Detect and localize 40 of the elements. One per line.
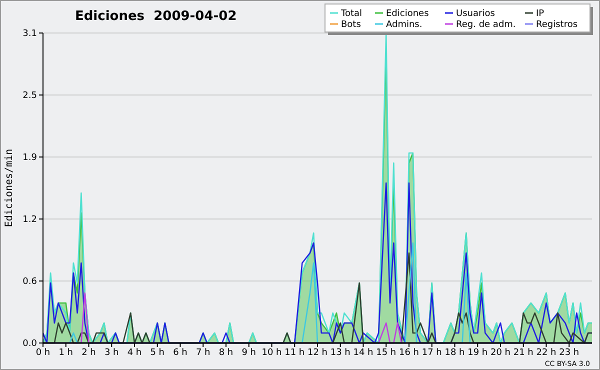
x-tick-label: 0 h xyxy=(36,348,50,358)
legend-label: Admins. xyxy=(386,20,422,30)
x-tick-label: 1 h xyxy=(58,348,74,358)
x-tick-label: 19 h xyxy=(468,348,488,358)
y-tick-label: 3.1 xyxy=(22,29,37,40)
legend-label: IP xyxy=(536,9,545,20)
y-tick-label: 1.9 xyxy=(22,153,38,164)
x-tick-label: 4 h xyxy=(127,348,142,358)
x-tick-label: 23 h xyxy=(559,348,580,358)
legend-label: Bots xyxy=(341,20,362,30)
legend-label: Total xyxy=(340,9,362,20)
legend-label: Reg. de adm. xyxy=(456,20,516,30)
x-tick-label: 22 h xyxy=(536,348,556,358)
legend-label: Usuarios xyxy=(456,9,496,20)
x-tick-label: 9 h xyxy=(242,348,256,358)
y-tick-label: 1.2 xyxy=(22,215,37,226)
y-tick-label: 0.0 xyxy=(22,339,38,350)
x-tick-label: 14 h xyxy=(353,348,374,358)
legend-label: Ediciones xyxy=(386,9,430,20)
legend-label: Registros xyxy=(536,20,578,30)
y-tick-label: 2.5 xyxy=(22,91,37,102)
x-tick-label: 12 h xyxy=(307,348,328,358)
x-tick-label: 16 h xyxy=(398,348,420,358)
x-tick-label: 3 h xyxy=(104,348,119,358)
x-tick-label: 13 h xyxy=(330,348,350,358)
y-axis-title: Ediciones/min xyxy=(4,148,15,228)
x-tick-label: 21 h xyxy=(513,348,534,358)
x-tick-label: 20 h xyxy=(490,348,511,358)
chart-title: Ediciones 2009-04-02 xyxy=(75,9,237,24)
x-tick-label: 7 h xyxy=(196,348,210,358)
x-tick-label: 17 h xyxy=(422,348,442,358)
x-tick-label: 11 h xyxy=(284,348,305,358)
x-tick-label: 5 h xyxy=(150,348,165,358)
x-tick-label: 10 h xyxy=(262,348,282,358)
x-tick-label: 2 h xyxy=(82,348,96,358)
y-tick-label: 0.6 xyxy=(22,277,38,288)
x-tick-label: 8 h xyxy=(218,348,234,358)
x-tick-label: 6 h xyxy=(173,348,188,358)
x-tick-label: 15 h xyxy=(376,348,396,358)
x-tick-label: 18 h xyxy=(444,348,465,358)
